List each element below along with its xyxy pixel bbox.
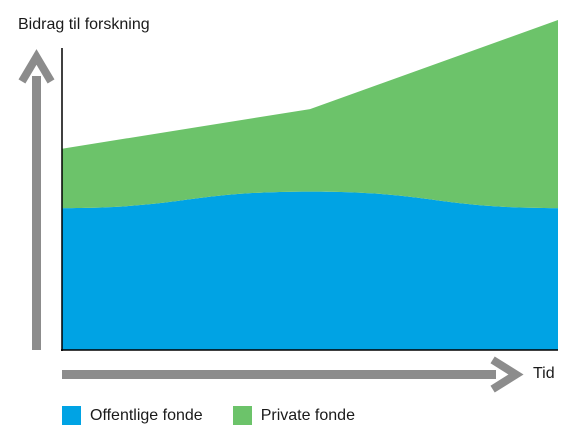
x-axis-arrow <box>62 356 524 393</box>
area-offentlige-fonde <box>62 191 558 350</box>
legend-item-private: Private fonde <box>232 406 355 425</box>
legend-swatch-private <box>232 406 252 425</box>
legend-label-offentlige: Offentlige fonde <box>90 406 203 424</box>
area-private-fonde <box>62 20 558 209</box>
legend-swatch-offentlige <box>62 406 81 425</box>
y-axis-label: Bidrag til forskning <box>18 16 150 33</box>
legend-item-offentlige: Offentlige fonde <box>62 406 203 425</box>
legend-label-private: Private fonde <box>260 406 355 424</box>
y-axis-arrow <box>18 49 55 350</box>
x-axis-label: Tid <box>533 365 555 382</box>
area-layer <box>62 20 558 350</box>
legend: Offentlige fonde Private fonde <box>62 406 385 425</box>
